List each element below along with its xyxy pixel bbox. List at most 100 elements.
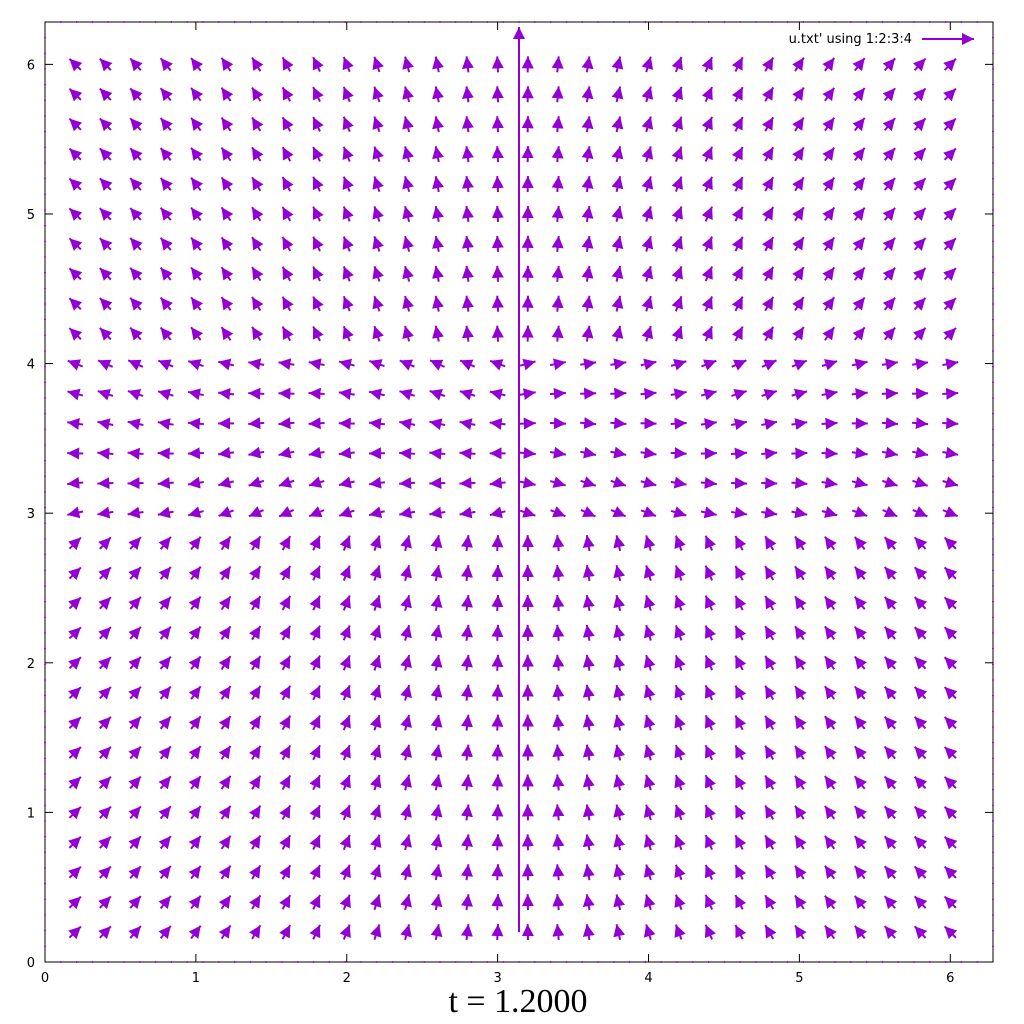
frame-dot	[107, 961, 110, 963]
vector-arrow	[731, 359, 747, 371]
vector-arrow	[218, 476, 235, 489]
vector-arrow	[399, 388, 416, 401]
vector-arrow	[822, 236, 836, 251]
frame-dot	[217, 961, 220, 963]
vector-arrow	[643, 924, 656, 941]
vector-arrow	[764, 625, 777, 641]
vector-arrow	[339, 804, 351, 821]
vector-arrow	[611, 176, 624, 193]
vector-arrow	[188, 745, 202, 760]
vector-arrow	[882, 506, 898, 518]
vector-arrow	[943, 297, 957, 311]
vector-arrow	[369, 834, 382, 851]
frame-dot	[691, 21, 694, 23]
vector-arrow	[188, 566, 202, 581]
vector-arrow	[764, 655, 777, 671]
vector-arrow	[641, 116, 654, 133]
vector-arrow	[582, 594, 595, 612]
vector-arrow	[369, 924, 382, 940]
vector-arrow	[552, 535, 565, 552]
vector-arrow	[402, 86, 414, 103]
vector-arrow	[731, 236, 744, 252]
vector-arrow	[188, 895, 202, 910]
frame-dot	[44, 835, 46, 838]
frame-dot	[992, 757, 994, 760]
vector-arrow	[97, 447, 114, 460]
vector-arrow	[582, 774, 595, 791]
vector-arrow	[734, 715, 747, 731]
vector-arrow	[943, 536, 958, 551]
vector-arrow	[762, 236, 775, 252]
vector-arrow	[190, 147, 204, 162]
frame-dot	[691, 961, 694, 963]
vector-arrow	[99, 57, 113, 72]
vector-arrow	[643, 535, 656, 552]
vector-arrow	[220, 57, 234, 72]
vector-arrow	[764, 864, 777, 880]
frame-dot	[913, 21, 915, 23]
vector-arrow	[853, 745, 867, 760]
vector-arrow	[853, 715, 867, 730]
vector-arrow	[489, 388, 506, 401]
vector-arrow	[308, 506, 325, 518]
vector-arrow	[852, 236, 866, 251]
vector-arrow	[402, 295, 414, 312]
vector-arrow	[851, 506, 868, 518]
frame-dot	[44, 788, 46, 791]
vector-arrow	[912, 417, 929, 430]
vector-arrow	[734, 924, 747, 940]
frame-dot	[992, 647, 994, 650]
vector-arrow	[218, 625, 232, 641]
vector-arrow	[640, 446, 657, 459]
vector-arrow	[68, 237, 83, 251]
vector-arrow	[731, 326, 744, 342]
vector-arrow	[68, 836, 82, 850]
vector-arrow	[429, 389, 446, 401]
vector-arrow	[610, 417, 627, 430]
frame-dot	[834, 961, 836, 963]
vector-arrow	[400, 924, 412, 941]
vector-arrow	[731, 206, 744, 222]
frame-dot	[928, 21, 931, 23]
vector-arrow	[794, 535, 807, 551]
frame-dot	[992, 365, 994, 368]
frame-dot	[423, 961, 426, 963]
vector-arrow	[128, 626, 142, 640]
vector-arrow	[97, 359, 114, 371]
frame-dot	[992, 914, 994, 916]
vector-arrow	[734, 655, 747, 671]
vector-arrow	[187, 476, 204, 489]
vector-arrow	[883, 715, 898, 730]
vector-arrow	[731, 389, 747, 401]
vector-arrow	[308, 446, 325, 459]
vector-arrow	[731, 146, 744, 162]
y-tick-label: 3	[27, 507, 35, 522]
vector-arrow	[852, 57, 866, 72]
vector-arrow	[582, 804, 595, 821]
vector-arrow	[913, 746, 928, 760]
vector-arrow	[491, 564, 504, 582]
vector-arrow	[519, 476, 536, 489]
vector-arrow	[402, 146, 414, 163]
frame-dot	[628, 21, 631, 23]
vector-arrow	[674, 804, 686, 821]
vector-arrow	[430, 804, 443, 821]
vector-arrow	[157, 506, 174, 519]
vector-arrow	[159, 147, 173, 162]
vector-arrow	[761, 506, 778, 519]
frame-dot	[59, 21, 62, 23]
vector-arrow	[791, 388, 808, 401]
vector-arrow	[581, 146, 594, 163]
vector-arrow	[671, 56, 683, 73]
vector-arrow	[432, 235, 444, 252]
vector-arrow	[764, 804, 777, 820]
vector-arrow	[913, 536, 928, 551]
frame-dot	[59, 961, 62, 963]
frame-dot	[107, 21, 110, 23]
vector-arrow	[824, 536, 837, 551]
vector-arrow	[882, 207, 896, 221]
vector-arrow	[98, 925, 112, 940]
vector-arrow	[489, 359, 506, 371]
vector-arrow	[461, 744, 473, 761]
vector-arrow	[339, 774, 351, 791]
